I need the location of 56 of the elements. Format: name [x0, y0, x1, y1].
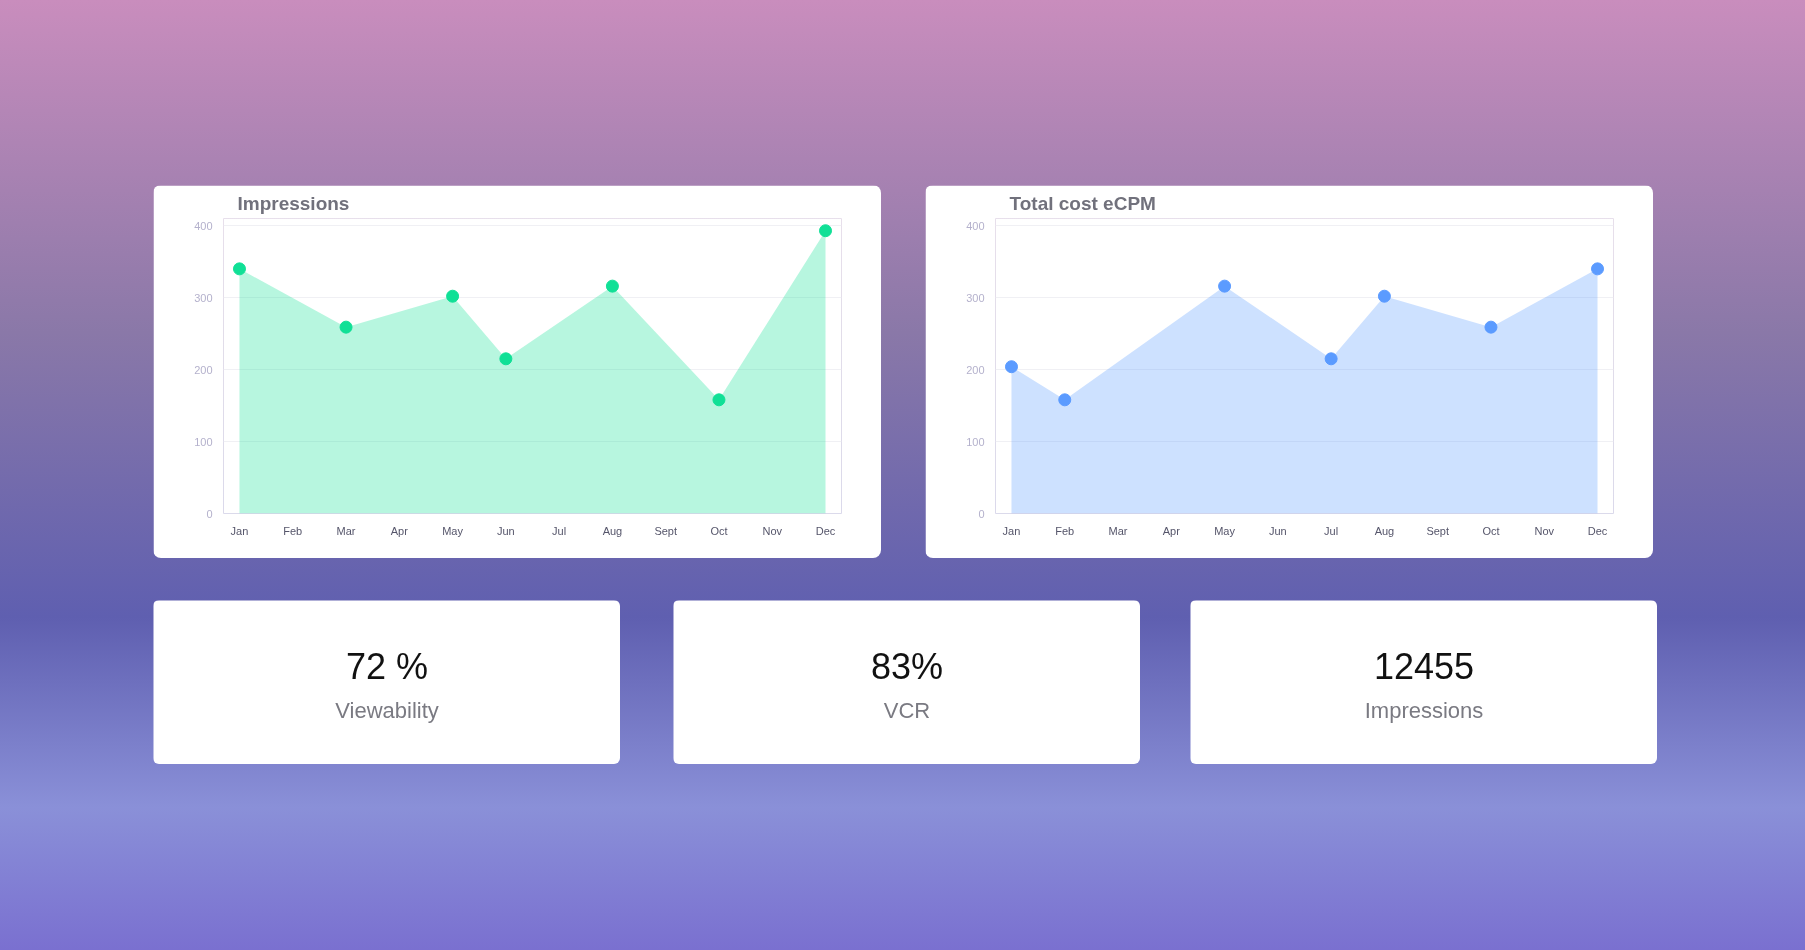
x-tick-label: Sept [654, 524, 678, 537]
x-tick-label: Nov [1534, 524, 1555, 537]
text: 83% [870, 645, 944, 687]
x-tick-label: Oct [710, 524, 728, 537]
point [1324, 352, 1338, 366]
x-tick-label: May [1214, 524, 1236, 537]
x-tick-label: Jul [1324, 524, 1339, 537]
x-tick-label: Nov [762, 524, 783, 537]
point [1591, 262, 1605, 276]
point [819, 224, 833, 238]
y-tick-label: 300 [194, 291, 213, 304]
y-tick-label: 200 [966, 363, 985, 376]
x-tick-label: Feb [1055, 524, 1075, 537]
text: VCR [883, 697, 931, 723]
point [339, 320, 353, 334]
y-tick-label: 300 [966, 291, 985, 304]
point [1004, 360, 1018, 374]
x-tick-label: Mar [336, 524, 356, 537]
x-tick-label: Dec [815, 524, 836, 537]
x-tick-label: Apr [390, 524, 409, 537]
point [1058, 393, 1072, 407]
y-tick-label: 100 [966, 435, 985, 448]
x-tick-label: Aug [1374, 524, 1395, 537]
x-tick-label: Mar [1108, 524, 1128, 537]
chart-title: Impressions [237, 192, 350, 214]
point [1218, 279, 1232, 293]
x-tick-label: Oct [1482, 524, 1500, 537]
point [605, 279, 619, 293]
x-tick-label: Jun [1268, 524, 1287, 537]
chart-title: Total cost eCPM [1009, 192, 1156, 214]
point [712, 393, 726, 407]
x-tick-label: May [442, 524, 464, 537]
y-tick-label: 0 [978, 507, 985, 520]
x-tick-label: Jan [230, 524, 249, 537]
text: 12455 [1373, 646, 1475, 688]
x-tick-label: Jul [552, 524, 567, 537]
x-tick-label: Sept [1426, 524, 1450, 537]
point [1377, 289, 1391, 303]
y-tick-label: 200 [194, 363, 213, 376]
text: 72 % [345, 645, 429, 687]
point [1484, 320, 1498, 334]
y-tick-label: 400 [966, 219, 985, 232]
y-tick-label: 100 [194, 435, 213, 448]
point [499, 352, 513, 366]
x-tick-label: Apr [1162, 524, 1181, 537]
y-tick-label: 0 [206, 507, 213, 520]
text: Viewability [335, 697, 439, 723]
x-tick-label: Jan [1002, 524, 1021, 537]
text: Impressions [1364, 697, 1484, 723]
x-tick-label: Feb [283, 524, 303, 537]
x-tick-label: Dec [1587, 524, 1608, 537]
y-tick-label: 400 [194, 219, 213, 232]
point [232, 262, 246, 276]
point [446, 289, 460, 303]
x-tick-label: Jun [496, 524, 515, 537]
x-tick-label: Aug [602, 524, 623, 537]
